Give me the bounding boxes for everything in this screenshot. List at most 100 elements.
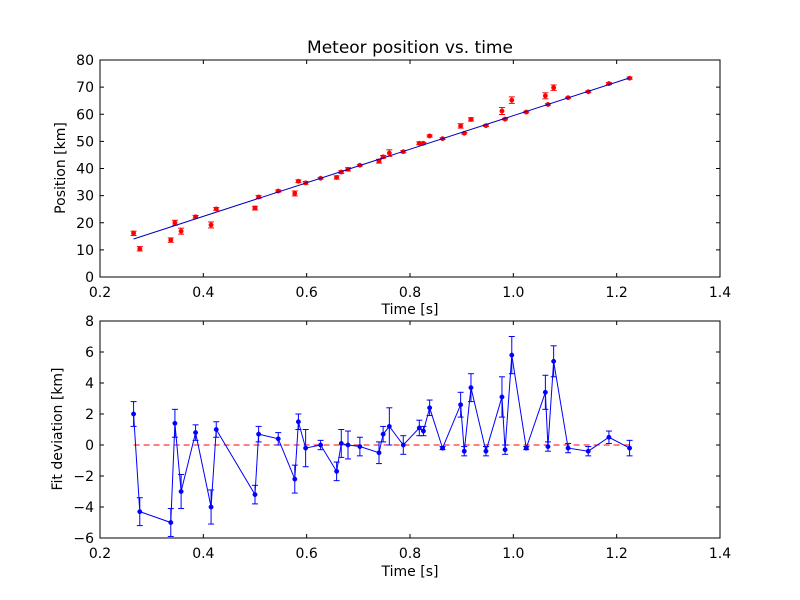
y-axis-label: Position [km] — [53, 122, 69, 214]
position-chart: Meteor position vs. time 0.2 0.4 0.6 0.8 1.0… — [53, 38, 731, 318]
x-tick-label: 0.8 — [399, 285, 421, 301]
data-point — [523, 445, 529, 451]
data-point — [565, 445, 571, 451]
data-point — [427, 133, 433, 139]
data-marks — [130, 75, 633, 252]
data-point — [172, 220, 178, 226]
y-tick-label: 8 — [85, 314, 94, 330]
data-point — [376, 450, 382, 456]
x-tick-label: 0.6 — [296, 285, 318, 301]
y-tick-label: 0 — [85, 438, 94, 454]
x-tick-label: 1.4 — [709, 285, 731, 301]
data-point — [542, 389, 548, 395]
data-point — [318, 442, 324, 448]
data-point — [627, 445, 633, 451]
data-point — [213, 427, 219, 432]
y-tick-label: 4 — [85, 376, 94, 392]
data-point — [193, 430, 199, 436]
data-marks — [130, 336, 633, 537]
x-tick-label: 0.6 — [296, 546, 318, 562]
data-point — [168, 237, 174, 243]
data-point — [256, 431, 262, 437]
plot-area-frame — [99, 59, 721, 278]
data-point — [386, 423, 392, 429]
data-point — [208, 504, 214, 510]
y-tick-label: −4 — [73, 500, 94, 516]
data-point — [509, 97, 515, 103]
data-point — [178, 489, 184, 494]
data-point — [137, 246, 143, 252]
data-point — [545, 444, 551, 449]
data-point — [416, 425, 422, 431]
y-ticks: 0 10 20 30 40 50 60 70 80 — [76, 53, 720, 286]
data-point — [509, 352, 515, 358]
data-point — [461, 448, 467, 454]
data-point — [380, 431, 386, 437]
data-point — [551, 85, 557, 91]
x-tick-label: 1.0 — [502, 285, 524, 301]
data-point — [440, 445, 445, 451]
fit-line — [133, 77, 630, 240]
deviation-chart: 0.2 0.4 0.6 0.8 1.0 1.2 1.4 −6 −4 −2 0 2 4 6 8 Time [… — [50, 314, 731, 580]
data-point — [357, 444, 363, 449]
plot-area-frame — [99, 320, 721, 539]
y-tick-label: 60 — [76, 107, 94, 123]
deviation-line — [133, 355, 630, 524]
y-tick-label: 30 — [76, 189, 94, 205]
x-tick-label: 0.2 — [89, 546, 111, 562]
data-point — [292, 476, 298, 482]
data-point — [213, 206, 219, 212]
y-tick-label: 50 — [76, 134, 94, 150]
data-point — [295, 419, 301, 425]
y-tick-label: −6 — [73, 531, 94, 547]
data-point — [208, 222, 214, 228]
y-ticks: −6 −4 −2 0 2 4 6 8 — [73, 314, 720, 547]
data-point — [458, 402, 464, 408]
data-point — [137, 509, 143, 515]
data-point — [458, 123, 464, 129]
y-tick-label: 20 — [76, 216, 94, 232]
y-tick-label: 40 — [76, 162, 94, 178]
x-tick-label: 1.2 — [606, 285, 628, 301]
data-point — [252, 492, 258, 498]
y-tick-label: −2 — [73, 469, 94, 485]
data-point — [295, 178, 301, 184]
y-tick-label: 70 — [76, 80, 94, 96]
x-tick-label: 1.2 — [606, 546, 628, 562]
data-point — [178, 228, 184, 234]
data-point — [131, 411, 137, 417]
data-point — [303, 445, 309, 451]
y-tick-label: 0 — [85, 270, 94, 286]
data-point — [275, 436, 281, 442]
data-point — [416, 140, 422, 146]
y-tick-label: 2 — [85, 407, 94, 423]
data-point — [386, 150, 392, 156]
data-point — [551, 358, 557, 364]
y-tick-label: 6 — [85, 345, 94, 361]
x-tick-label: 0.8 — [399, 546, 421, 562]
data-point — [606, 434, 612, 440]
x-axis-label: Time [s] — [381, 302, 439, 318]
data-point — [468, 385, 474, 391]
data-point — [131, 230, 137, 236]
chart-title: Meteor position vs. time — [307, 38, 513, 58]
data-point — [400, 442, 406, 448]
data-point — [338, 441, 344, 446]
x-tick-label: 1.0 — [502, 546, 524, 562]
data-point — [334, 468, 340, 474]
data-point — [427, 405, 433, 411]
data-point — [585, 448, 591, 454]
y-tick-label: 80 — [76, 53, 94, 69]
data-point — [499, 108, 505, 114]
data-point — [172, 420, 178, 426]
data-point — [468, 116, 474, 122]
x-tick-label: 0.4 — [192, 546, 214, 562]
y-axis-label: Fit deviation [km] — [50, 367, 66, 490]
data-point — [334, 175, 340, 180]
data-point — [252, 205, 258, 211]
x-axis-label: Time [s] — [381, 564, 439, 580]
data-point — [483, 448, 489, 454]
x-tick-label: 0.4 — [192, 285, 214, 301]
data-point — [502, 447, 508, 453]
